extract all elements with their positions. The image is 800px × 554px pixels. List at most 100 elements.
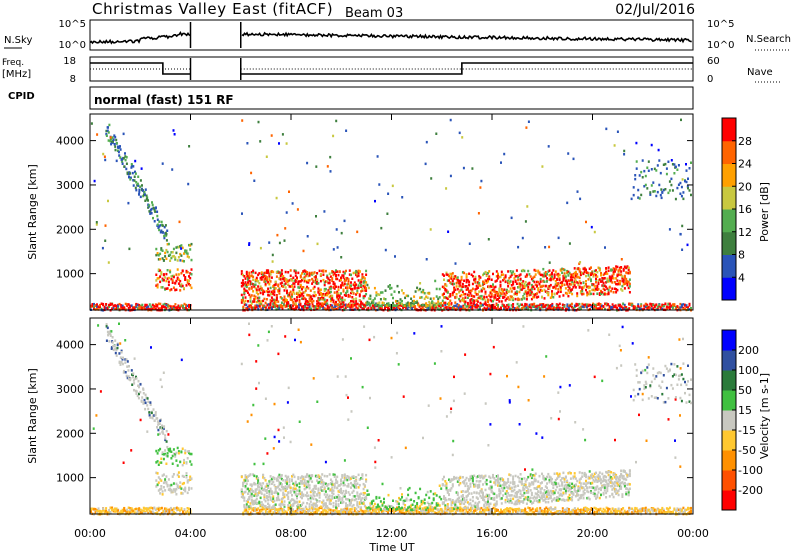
echo-point [296, 509, 299, 512]
echo-point [115, 354, 118, 357]
echo-point [127, 306, 130, 310]
echo-point [516, 507, 519, 511]
echo-point [522, 511, 525, 514]
freq-tick-bottom: 8 [70, 74, 76, 85]
echo-point [145, 197, 148, 200]
echo-point [104, 239, 107, 242]
echo-point [257, 492, 260, 495]
echo-point [551, 295, 553, 298]
echo-point [281, 509, 284, 513]
echo-point [299, 274, 302, 277]
echo-point [303, 291, 306, 294]
echo-point [607, 269, 610, 272]
echo-point [412, 511, 415, 514]
echo-point [677, 183, 680, 186]
echo-point [495, 270, 498, 273]
echo-point [361, 302, 364, 305]
echo-point [241, 212, 243, 215]
echo-point [318, 289, 321, 292]
echo-point [93, 508, 95, 511]
echo-point [687, 306, 689, 309]
echo-point [459, 279, 462, 283]
echo-point [444, 287, 447, 291]
echo-point [600, 292, 602, 296]
echo-point [519, 285, 522, 288]
echo-point [435, 512, 438, 515]
echo-point [102, 507, 105, 510]
echo-point [305, 306, 308, 310]
echo-point [174, 306, 177, 309]
echo-point [375, 303, 378, 306]
echo-point [449, 293, 452, 296]
echo-point [415, 308, 418, 311]
echo-point [578, 268, 581, 271]
echo-point [427, 508, 430, 511]
echo-point [306, 281, 309, 284]
echo-point [621, 275, 624, 278]
echo-point [662, 163, 665, 166]
echo-point [244, 474, 247, 477]
echo-point [522, 305, 525, 309]
echo-point [311, 509, 314, 513]
echo-point [373, 304, 376, 307]
echo-point [513, 508, 516, 511]
echo-point [655, 169, 658, 172]
echo-point [122, 132, 125, 136]
echo-point [492, 288, 494, 292]
echo-point [543, 275, 546, 278]
echo-point [507, 290, 510, 293]
echo-point [276, 511, 279, 514]
echo-point [293, 307, 296, 311]
echo-point [356, 271, 359, 274]
echo-point [548, 285, 551, 288]
echo-point [688, 507, 691, 510]
echo-point [465, 280, 468, 284]
echo-point [116, 343, 119, 347]
echo-point [240, 495, 243, 499]
echo-point [590, 279, 592, 283]
echo-point [478, 510, 481, 514]
echo-point [270, 482, 273, 485]
echo-point [549, 304, 552, 307]
echo-point [581, 508, 584, 512]
echo-point [607, 288, 610, 292]
echo-point [127, 303, 130, 306]
echo-point [299, 285, 302, 288]
echo-point [546, 509, 549, 513]
echo-point [331, 270, 334, 273]
echo-point [628, 506, 631, 510]
echo-point [147, 400, 150, 404]
echo-point [180, 272, 183, 275]
echo-point [489, 509, 492, 513]
echo-point [120, 351, 123, 354]
echo-point [528, 293, 531, 297]
echo-point [518, 509, 521, 512]
echo-point [167, 280, 170, 284]
echo-point [325, 509, 328, 513]
echo-point [605, 272, 608, 275]
echo-point [94, 511, 97, 514]
echo-point [250, 501, 253, 504]
echo-point [572, 286, 575, 289]
echo-point [623, 305, 626, 309]
echo-point [155, 279, 158, 282]
echo-point [308, 279, 311, 282]
echo-point [245, 487, 248, 491]
echo-point [607, 303, 610, 306]
echo-point [159, 224, 162, 227]
echo-point [679, 192, 682, 195]
echo-point [459, 509, 462, 513]
echo-point [543, 280, 546, 283]
echo-point [409, 510, 412, 513]
echo-point [258, 509, 261, 512]
echo-point [91, 303, 94, 306]
echo-point [346, 304, 349, 307]
echo-point [334, 510, 337, 514]
echo-point [188, 488, 190, 491]
echo-point [494, 290, 497, 294]
echo-point [91, 305, 94, 308]
echo-point [121, 162, 124, 165]
echo-point [468, 508, 471, 512]
echo-point [567, 274, 570, 277]
echo-point [690, 509, 692, 513]
